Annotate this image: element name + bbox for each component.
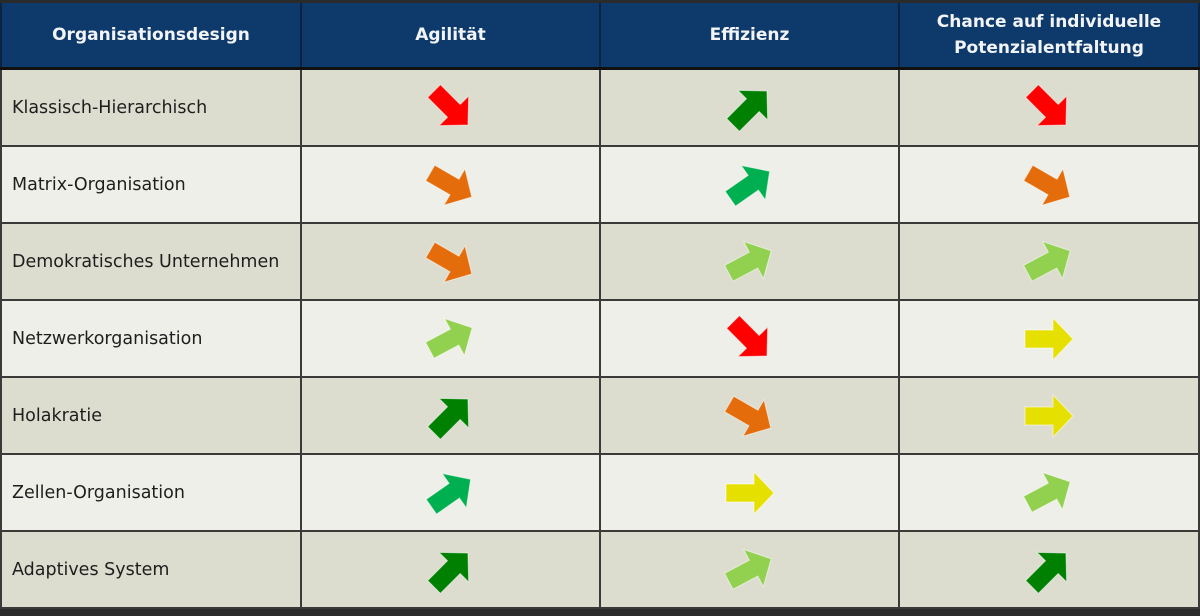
arrow-up-right-icon [720, 540, 780, 600]
rating-cell-agilitaet [300, 299, 601, 378]
header-effizienz: Effizienz [599, 3, 900, 70]
row-label: Netzwerkorganisation [0, 299, 302, 378]
row-label: Adaptives System [0, 530, 302, 609]
header-potenzialentfaltung: Chance auf individuelle Potenzialentfalt… [898, 3, 1200, 70]
arrow-up-right-icon [421, 309, 481, 369]
row-label: Zellen-Organisation [0, 453, 302, 532]
table-row: Klassisch-Hierarchisch [0, 67, 1200, 147]
arrow-up-right-icon [421, 540, 481, 600]
rating-cell-potenzialentfaltung [898, 453, 1200, 532]
header-organisationsdesign: Organisationsdesign [0, 3, 302, 70]
rating-cell-effizienz [599, 453, 900, 532]
row-label: Demokratisches Unternehmen [0, 222, 302, 301]
arrow-down-right-icon [421, 232, 481, 292]
arrow-up-right-icon [1019, 463, 1079, 523]
table-row: Demokratisches Unternehmen [0, 222, 1200, 301]
rating-cell-potenzialentfaltung [898, 530, 1200, 609]
rating-cell-agilitaet [300, 376, 601, 455]
rating-cell-agilitaet [300, 222, 601, 301]
row-label: Klassisch-Hierarchisch [0, 67, 302, 147]
arrow-up-right-icon [421, 463, 481, 523]
table-row: Netzwerkorganisation [0, 299, 1200, 378]
arrow-down-right-icon [421, 155, 481, 215]
rating-cell-agilitaet [300, 530, 601, 609]
rating-cell-agilitaet [300, 67, 601, 147]
arrow-up-right-icon [720, 78, 780, 138]
arrow-right-icon [1019, 309, 1079, 369]
header-row: Organisationsdesign Agilität Effizienz C… [0, 3, 1200, 70]
table-row: Zellen-Organisation [0, 453, 1200, 532]
arrow-right-icon [720, 463, 780, 523]
arrow-up-right-icon [1019, 232, 1079, 292]
rating-cell-effizienz [599, 145, 900, 224]
arrow-up-right-icon [1019, 540, 1079, 600]
rating-cell-effizienz [599, 530, 900, 609]
rating-cell-potenzialentfaltung [898, 299, 1200, 378]
rating-cell-agilitaet [300, 453, 601, 532]
header-potenzialentfaltung-text: Chance auf individuelle Potenzialentfalt… [936, 12, 1162, 58]
arrow-up-right-icon [720, 232, 780, 292]
org-design-comparison-table: Organisationsdesign Agilität Effizienz C… [0, 3, 1200, 609]
arrow-right-icon [1019, 386, 1079, 446]
rating-cell-effizienz [599, 299, 900, 378]
arrow-up-right-icon [421, 386, 481, 446]
arrow-down-right-icon [720, 309, 780, 369]
table-row: Matrix-Organisation [0, 145, 1200, 224]
rating-cell-potenzialentfaltung [898, 222, 1200, 301]
rating-cell-potenzialentfaltung [898, 67, 1200, 147]
header-agilitaet: Agilität [300, 3, 601, 70]
arrow-up-right-icon [720, 155, 780, 215]
row-label: Matrix-Organisation [0, 145, 302, 224]
rating-cell-effizienz [599, 376, 900, 455]
table-row: Adaptives System [0, 530, 1200, 609]
row-label: Holakratie [0, 376, 302, 455]
arrow-down-right-icon [1019, 155, 1079, 215]
rating-cell-effizienz [599, 222, 900, 301]
table-row: Holakratie [0, 376, 1200, 455]
arrow-down-right-icon [1019, 78, 1079, 138]
arrow-down-right-icon [421, 78, 481, 138]
rating-cell-effizienz [599, 67, 900, 147]
rating-cell-potenzialentfaltung [898, 376, 1200, 455]
arrow-down-right-icon [720, 386, 780, 446]
rating-cell-potenzialentfaltung [898, 145, 1200, 224]
rating-cell-agilitaet [300, 145, 601, 224]
